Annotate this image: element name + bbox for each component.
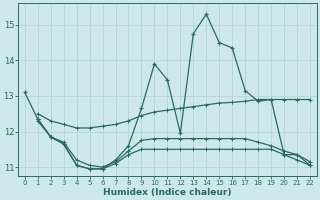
X-axis label: Humidex (Indice chaleur): Humidex (Indice chaleur) <box>103 188 232 197</box>
